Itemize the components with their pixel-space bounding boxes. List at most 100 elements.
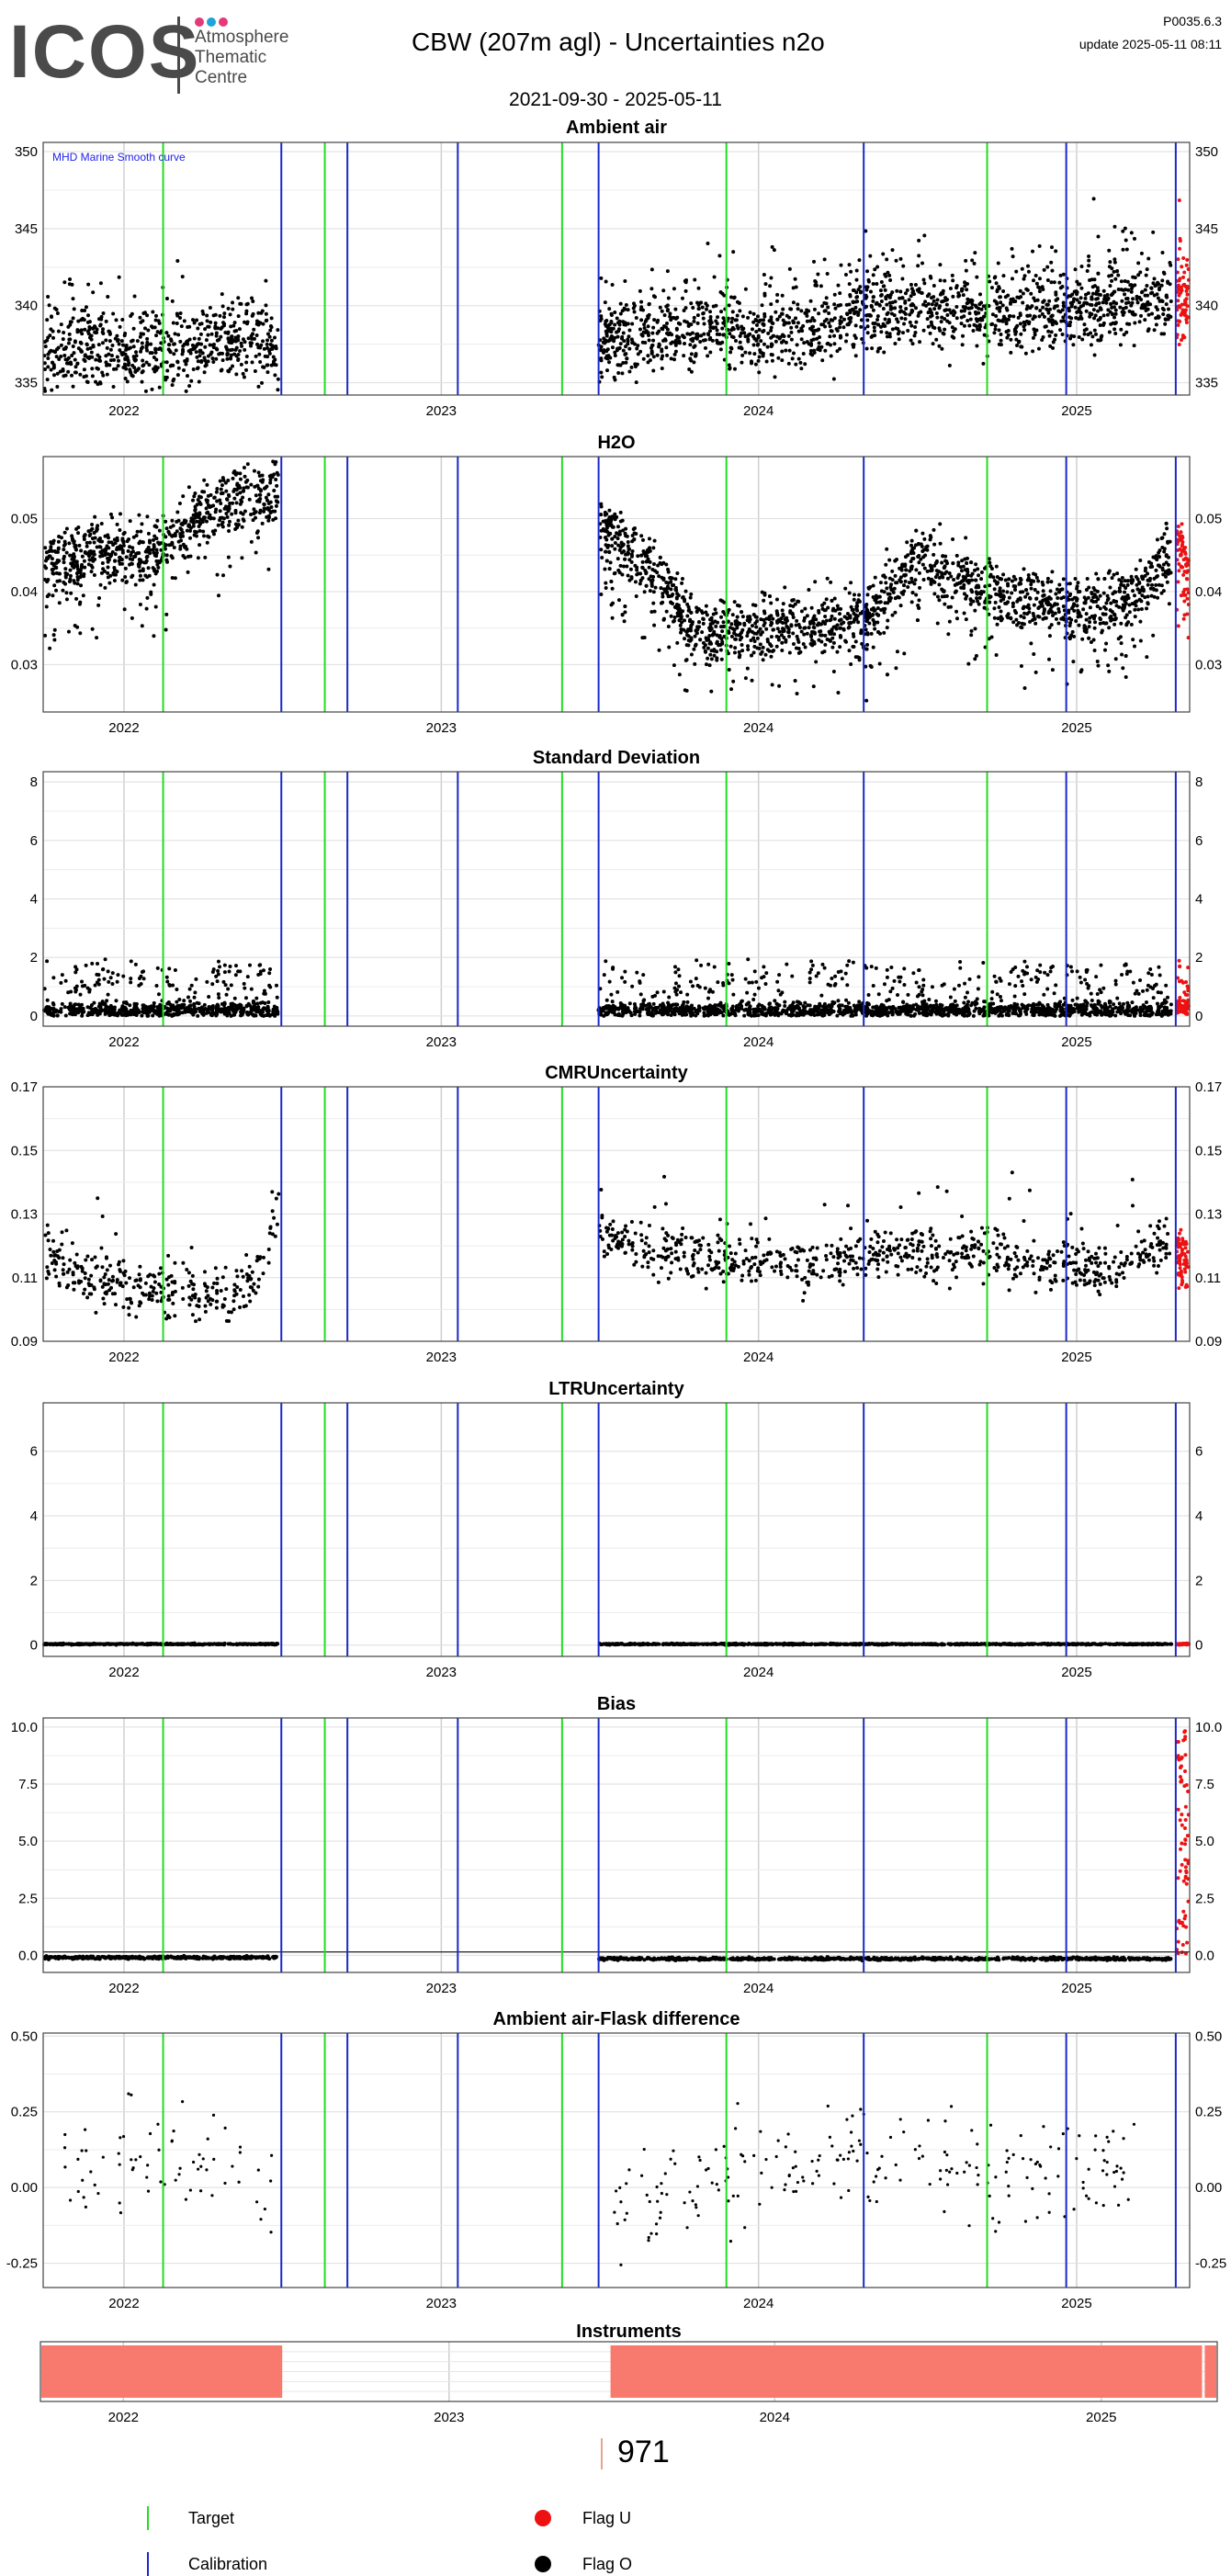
data-point [1162,550,1166,554]
data-point [872,273,875,277]
data-point [648,537,651,540]
data-point [729,347,733,351]
data-point [638,350,642,354]
data-point [1168,602,1171,605]
data-point [759,633,762,637]
data-point [876,630,880,634]
data-point [170,543,174,547]
data-point [865,648,869,651]
data-point [274,345,277,348]
data-point [1027,270,1031,274]
data-point [608,532,612,536]
data-point [910,600,914,604]
data-point [730,334,734,338]
data-point [64,591,68,594]
data-point [746,648,750,651]
data-point [1032,327,1035,331]
data-point [98,555,102,559]
data-point [875,302,878,306]
data-point [1009,351,1012,355]
data-point [1090,343,1093,346]
data-point [1019,333,1022,336]
data-point [668,315,672,319]
data-point [138,560,141,564]
data-point [45,550,49,554]
data-point [133,295,137,299]
data-point [175,520,178,524]
data-point [119,544,122,548]
data-point [927,311,931,314]
data-point [1001,572,1005,576]
data-point [1034,274,1038,277]
data-point [130,575,133,579]
data-point [674,588,678,592]
data-point [220,483,224,487]
data-point [969,588,973,592]
data-point [77,346,81,350]
data-point [1146,267,1149,271]
data-point [627,558,631,561]
data-point [695,333,698,336]
data-point [951,334,954,338]
data-point [265,312,268,316]
data-point [649,287,653,290]
data-point [1056,607,1060,611]
data-point [1125,248,1129,252]
data-point [980,571,984,574]
data-point [751,321,755,324]
data-point [1005,322,1009,325]
data-point [224,504,228,508]
data-point [1033,588,1037,592]
data-point [999,295,1002,299]
data-point [1150,287,1154,290]
data-point [265,319,268,322]
data-point [1153,284,1157,288]
data-point [57,547,61,550]
data-point [243,509,247,513]
data-point [695,352,698,356]
data-point [1033,315,1037,319]
data-point [1083,629,1087,633]
data-point [605,334,609,338]
data-point [1126,620,1130,624]
data-point [158,346,162,350]
data-point [1023,686,1027,690]
data-point [607,328,611,332]
data-point [813,284,817,288]
data-point [227,556,231,559]
data-point [1049,261,1053,265]
data-point [675,641,679,645]
data-point [966,298,969,301]
data-point [101,567,105,571]
data-point [1067,616,1071,620]
data-point [814,660,818,663]
data-point [932,553,935,557]
data-point [789,623,793,627]
data-point [740,328,744,332]
data-point [1124,239,1128,243]
data-point [43,546,47,549]
data-point [1053,306,1056,310]
data-point [762,599,765,603]
data-point [155,548,159,552]
data-point [275,484,278,488]
data-point [1022,277,1026,281]
data-point [1032,296,1035,299]
data-point [897,320,900,323]
data-point [1059,274,1063,277]
data-point [875,596,879,600]
data-point [853,598,856,602]
data-point [833,617,837,621]
data-point [627,322,630,325]
data-point [175,322,179,325]
data-point [620,371,624,375]
data-point [1055,322,1058,325]
data-point [762,646,765,650]
data-point [930,578,933,582]
data-point [684,590,688,593]
data-point [62,369,65,373]
data-point [167,343,171,346]
data-point [943,559,947,563]
data-point [630,337,634,341]
data-point [1022,622,1026,626]
